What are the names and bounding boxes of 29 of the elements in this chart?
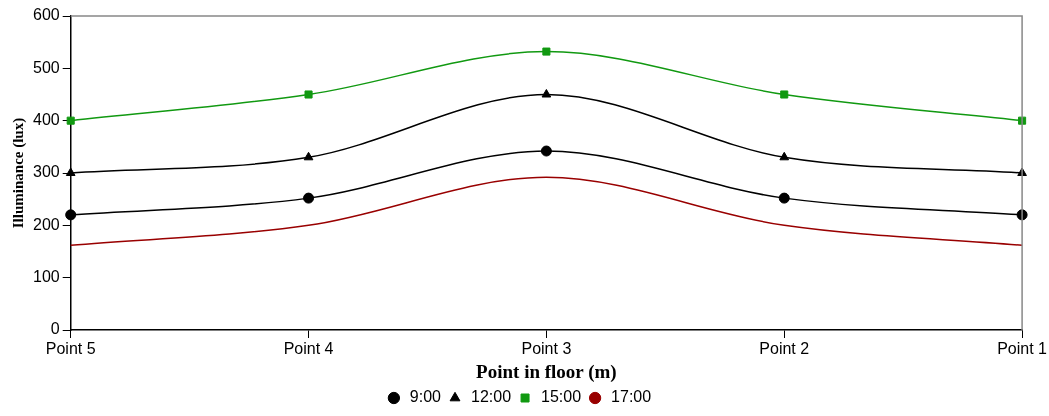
y-tick-label: 500 [32, 58, 60, 76]
legend-label: 12:00 [471, 388, 512, 406]
point [65, 209, 77, 221]
x-tick-label: Point 3 [521, 340, 572, 358]
y-tick-label: 100 [32, 268, 60, 286]
point [66, 116, 75, 125]
point [780, 90, 789, 99]
point [778, 192, 790, 204]
y-tick-label: 400 [32, 111, 60, 129]
point [541, 89, 552, 98]
x-tick-label: Point 5 [45, 340, 96, 358]
y-axis-title: Illuminance (lux) [9, 117, 27, 229]
point [304, 90, 313, 99]
y-tick-label: 600 [32, 6, 60, 24]
x-axis-title: Point in floor (m) [476, 360, 617, 383]
point [542, 47, 551, 56]
legend-label: 17:00 [611, 388, 652, 406]
x-tick-label: Point 1 [997, 340, 1048, 358]
point [540, 145, 552, 157]
point [779, 151, 790, 161]
y-tick-label: 300 [32, 163, 60, 181]
legend-label: 9:00 [409, 388, 442, 406]
legend-label: 15:00 [541, 388, 582, 406]
point [303, 151, 314, 161]
y-tick-label: 0 [50, 320, 60, 338]
x-tick-label: Point 4 [283, 340, 334, 358]
point [303, 192, 315, 204]
y-tick-label: 200 [32, 215, 60, 233]
x-tick-label: Point 2 [759, 340, 810, 358]
